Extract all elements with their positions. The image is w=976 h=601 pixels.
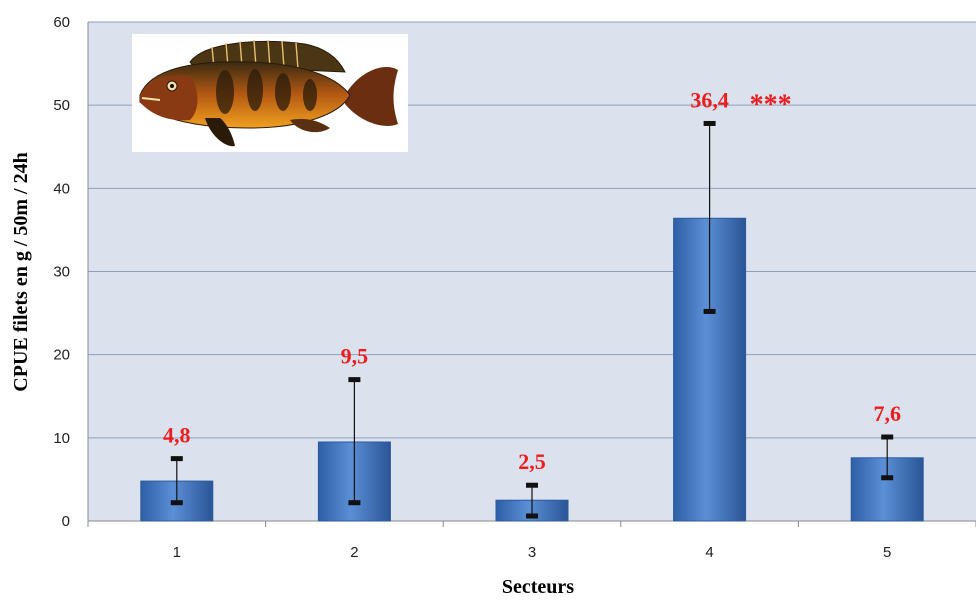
y-tick-label: 40 xyxy=(53,180,70,197)
error-bar-cap-low xyxy=(703,308,716,314)
data-label-sector-4: 36,4 xyxy=(690,87,729,112)
error-bar-cap-low xyxy=(348,500,361,506)
y-axis: 0 10 20 30 40 50 60 xyxy=(53,14,976,530)
grouper-fish-icon xyxy=(132,34,408,152)
error-bar-cap-high xyxy=(703,120,716,126)
gridlines xyxy=(88,21,976,439)
x-tick-label: 2 xyxy=(350,544,358,561)
error-bar-cap-high xyxy=(170,456,183,462)
data-label-sector-5: 7,6 xyxy=(873,401,901,426)
x-tick-label: 3 xyxy=(528,544,536,561)
significance-label: *** xyxy=(750,89,792,120)
error-bar-cap-high xyxy=(526,482,538,488)
y-tick-label: 20 xyxy=(53,347,70,364)
x-tick-label: 1 xyxy=(173,544,181,561)
error-bar-cap-low xyxy=(881,475,894,481)
error-bar-cap-high xyxy=(881,434,894,440)
y-tick-label: 30 xyxy=(53,264,70,281)
x-tick-label: 4 xyxy=(705,544,713,561)
error-bars xyxy=(170,120,894,519)
error-bar-cap-low xyxy=(170,500,183,506)
y-tick-label: 0 xyxy=(62,513,70,530)
x-tick-label: 5 xyxy=(883,544,891,561)
data-label-sector-1: 4,8 xyxy=(163,423,191,448)
y-axis-title: CPUE filets en g / 50m / 24h xyxy=(10,152,32,391)
error-bar-cap-high xyxy=(348,377,361,383)
data-label-sector-2: 9,5 xyxy=(341,344,369,369)
x-axis: 1 2 3 4 5 xyxy=(87,521,976,561)
error-bar-cap-low xyxy=(526,513,538,519)
y-tick-label: 10 xyxy=(53,430,70,447)
y-tick-label: 50 xyxy=(53,97,70,114)
data-label-sector-3: 2,5 xyxy=(518,449,546,474)
y-tick-label: 60 xyxy=(53,14,70,31)
data-labels: 4,8 9,5 2,5 36,4 *** 7,6 xyxy=(163,87,901,474)
x-axis-title: Secteurs xyxy=(502,576,574,598)
